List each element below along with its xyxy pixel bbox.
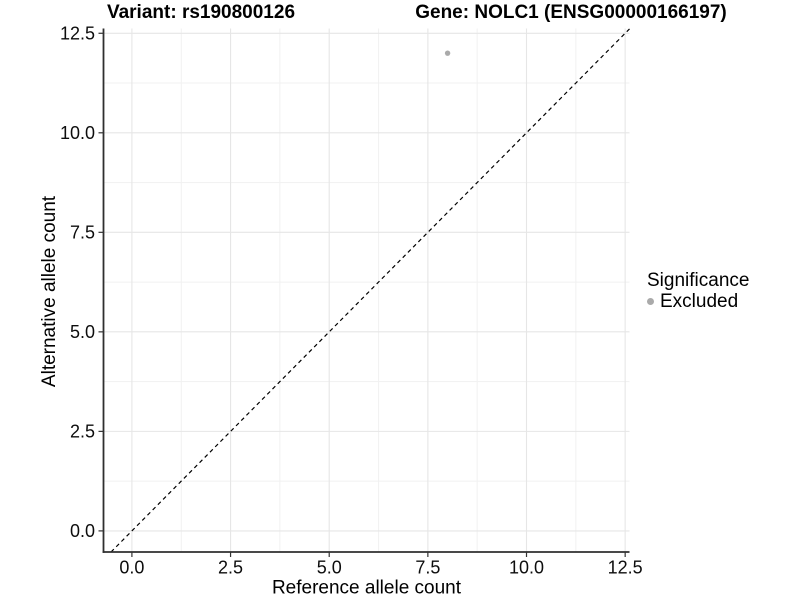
legend-entry-label: Excluded [660, 291, 739, 312]
plot-title-gene: Gene: NOLC1 (ENSG00000166197) [415, 2, 727, 23]
x-tick-label: 0.0 [119, 558, 144, 578]
x-tick-label: 7.5 [415, 558, 440, 578]
y-tick-label: 12.5 [60, 24, 95, 44]
x-tick-label: 5.0 [317, 558, 342, 578]
excluded-point-swatch-icon [647, 298, 654, 305]
y-tick-label: 7.5 [70, 223, 95, 243]
data-point-excluded [444, 50, 451, 56]
x-tick-label: 2.5 [218, 558, 243, 578]
y-axis-title: Alternative allele count [39, 195, 60, 387]
x-axis-title: Reference allele count [272, 578, 462, 599]
legend: Significance Excluded [647, 270, 749, 312]
y-tick-label: 5.0 [70, 322, 95, 342]
y-tick-label: 10.0 [60, 123, 95, 143]
x-tick-label: 10.0 [509, 558, 544, 578]
legend-entry-excluded: Excluded [647, 291, 749, 312]
legend-title: Significance [647, 270, 750, 291]
identity-dashed-line [110, 28, 630, 553]
gridlines-layer [103, 28, 630, 552]
y-tick-label: 2.5 [70, 422, 95, 442]
chart-marks-layer: 0.0 2.5 5.0 7.5 10.0 12.5 0.0 2.5 5.0 7.5 10.0 12.5 [60, 24, 643, 578]
x-tick-label: 12.5 [608, 558, 643, 578]
plot-title-variant: Variant: rs190800126 [106, 2, 296, 23]
y-tick-label: 0.0 [70, 521, 95, 541]
